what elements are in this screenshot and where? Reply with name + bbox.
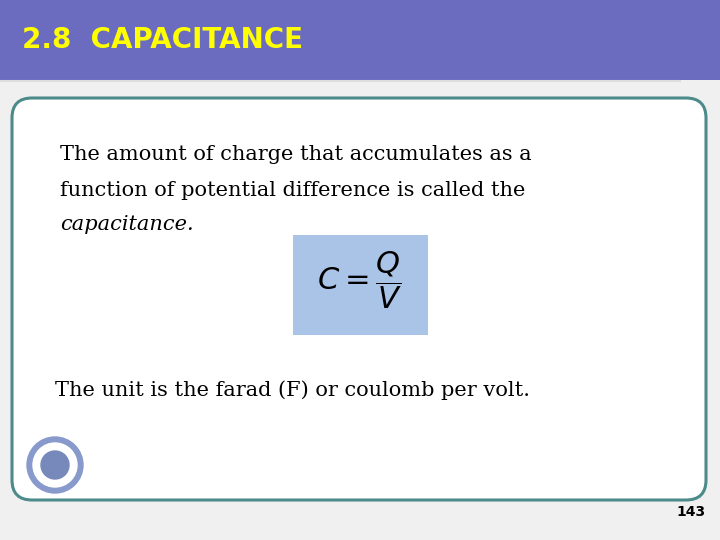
Text: 143: 143	[677, 505, 706, 519]
Circle shape	[33, 443, 77, 487]
Circle shape	[27, 437, 83, 493]
Text: capacitance.: capacitance.	[60, 215, 194, 234]
Circle shape	[41, 451, 69, 479]
Bar	[0, 0, 720, 80]
Text: $\mathit{C} = \dfrac{\mathit{Q}}{\mathit{V}}$: $\mathit{C} = \dfrac{\mathit{Q}}{\mathit…	[318, 249, 402, 311]
Text: The unit is the farad (F) or coulomb per volt.: The unit is the farad (F) or coulomb per…	[55, 380, 530, 400]
FancyBboxPatch shape	[292, 235, 428, 335]
Text: 2.8  CAPACITANCE: 2.8 CAPACITANCE	[22, 26, 303, 54]
Text: function of potential difference is called the: function of potential difference is call…	[60, 180, 526, 199]
Text: The amount of charge that accumulates as a: The amount of charge that accumulates as…	[60, 145, 531, 165]
FancyBboxPatch shape	[12, 98, 706, 500]
